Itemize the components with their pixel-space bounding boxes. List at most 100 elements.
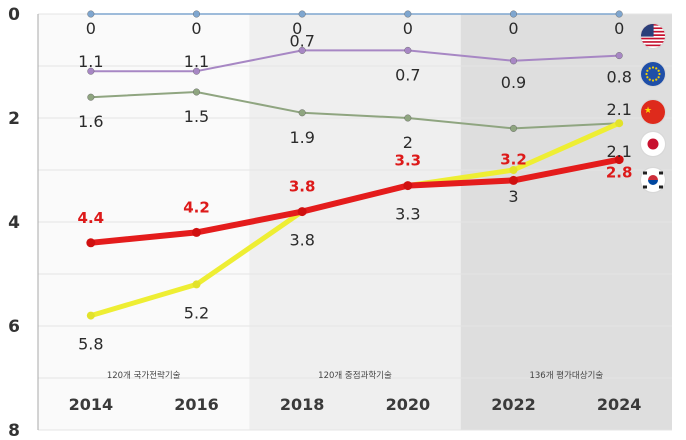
eu-star bbox=[658, 72, 661, 76]
series-point bbox=[404, 114, 412, 122]
korea-trigram bbox=[643, 185, 647, 189]
data-label: 1.1 bbox=[78, 52, 103, 71]
data-label: 5.8 bbox=[78, 335, 103, 354]
us-stripe bbox=[641, 42, 665, 45]
data-label: 4.2 bbox=[183, 198, 210, 216]
series-point bbox=[509, 166, 518, 174]
data-label: 3.3 bbox=[395, 205, 420, 224]
eu-flag-icon bbox=[639, 60, 667, 88]
data-label: 3.2 bbox=[500, 150, 527, 168]
series-point bbox=[86, 238, 96, 248]
period-label: 120개 중점과학기술 bbox=[318, 370, 392, 381]
data-label: 1.6 bbox=[78, 112, 103, 131]
data-label: 5.2 bbox=[184, 303, 209, 322]
data-label: 0 bbox=[86, 19, 96, 38]
data-label: 3.3 bbox=[395, 152, 422, 170]
korea-trigram bbox=[643, 171, 647, 175]
eu-field bbox=[641, 62, 665, 86]
series-point bbox=[297, 207, 307, 217]
data-label: 1.1 bbox=[184, 52, 209, 71]
y-tick-label: 4 bbox=[8, 213, 20, 233]
data-label: 2 bbox=[403, 133, 413, 152]
x-tick-label: 2024 bbox=[597, 395, 642, 414]
series-point bbox=[298, 10, 306, 18]
series-point bbox=[510, 10, 518, 18]
us-flag-body bbox=[641, 24, 665, 48]
china-flag-icon: ★ bbox=[639, 98, 667, 126]
eu-star bbox=[648, 78, 651, 81]
series-point bbox=[192, 227, 201, 237]
y-tick-label: 6 bbox=[8, 317, 20, 337]
series-point bbox=[192, 10, 200, 18]
us-stripe bbox=[641, 44, 665, 47]
series-point bbox=[404, 46, 412, 54]
korea-flag-icon bbox=[639, 166, 667, 194]
us-stripe bbox=[641, 41, 665, 43]
series-point bbox=[614, 155, 624, 165]
korea-taeguk-blue bbox=[648, 180, 658, 185]
series-point bbox=[615, 10, 623, 18]
series-point bbox=[86, 311, 95, 320]
us-stripe bbox=[641, 36, 665, 38]
eu-star bbox=[648, 67, 651, 70]
data-label: 3.8 bbox=[289, 178, 316, 196]
eu-star bbox=[651, 66, 655, 69]
japan-flag-icon bbox=[639, 130, 667, 158]
x-tick-label: 2014 bbox=[69, 395, 114, 414]
us-stripe bbox=[641, 37, 665, 40]
data-label: 2.1 bbox=[606, 142, 631, 161]
series-line-4 bbox=[87, 156, 623, 246]
series-point bbox=[87, 93, 95, 101]
data-label: 0.7 bbox=[395, 65, 420, 84]
series-point bbox=[192, 280, 201, 289]
china-field bbox=[641, 100, 665, 124]
us-stripe bbox=[641, 39, 665, 42]
data-label: 0 bbox=[508, 19, 518, 38]
eu-star bbox=[657, 69, 660, 72]
series-point bbox=[87, 10, 95, 18]
data-label: 0 bbox=[614, 19, 624, 38]
us-stripe bbox=[641, 46, 665, 48]
x-tick-label: 2016 bbox=[174, 395, 219, 414]
y-tick-label: 0 bbox=[8, 5, 20, 25]
eu-star bbox=[655, 78, 658, 81]
data-label: 3 bbox=[508, 187, 518, 206]
eu-star bbox=[651, 79, 655, 82]
y-tick-label: 8 bbox=[8, 421, 20, 440]
series-point bbox=[615, 119, 624, 128]
series-point bbox=[298, 109, 306, 117]
series-point bbox=[510, 57, 518, 65]
x-tick-label: 2020 bbox=[386, 395, 431, 414]
series-point bbox=[403, 181, 413, 191]
x-tick-label: 2022 bbox=[491, 395, 536, 414]
x-tick-label: 2018 bbox=[280, 395, 325, 414]
china-star: ★ bbox=[644, 106, 652, 116]
series-point bbox=[192, 88, 200, 96]
series-point bbox=[615, 52, 623, 60]
series-point bbox=[404, 10, 412, 18]
eu-star bbox=[657, 76, 660, 79]
data-label: 2.8 bbox=[606, 164, 633, 182]
us-flag-icon bbox=[639, 22, 667, 50]
series-point bbox=[87, 67, 95, 75]
data-label: 0 bbox=[191, 19, 201, 38]
data-label: 0.7 bbox=[289, 31, 314, 50]
period-label: 136개 평가대상기술 bbox=[529, 370, 603, 381]
series-point bbox=[192, 67, 200, 75]
data-label: 0 bbox=[403, 19, 413, 38]
data-label: 4.4 bbox=[78, 209, 105, 227]
data-label: 1.5 bbox=[184, 107, 209, 126]
korea-taeguk-red bbox=[648, 175, 658, 180]
period-label: 120개 국가전략기술 bbox=[107, 370, 181, 381]
series-point bbox=[509, 175, 518, 185]
series-point bbox=[510, 124, 518, 132]
series-line-2 bbox=[89, 91, 621, 130]
data-label: 1.9 bbox=[289, 128, 314, 147]
series-point bbox=[298, 46, 306, 54]
data-label: 3.8 bbox=[289, 231, 314, 250]
korea-trigram bbox=[659, 185, 663, 189]
data-label: 0.8 bbox=[606, 68, 631, 87]
eu-star bbox=[655, 67, 658, 70]
data-label: 0 bbox=[292, 19, 302, 38]
